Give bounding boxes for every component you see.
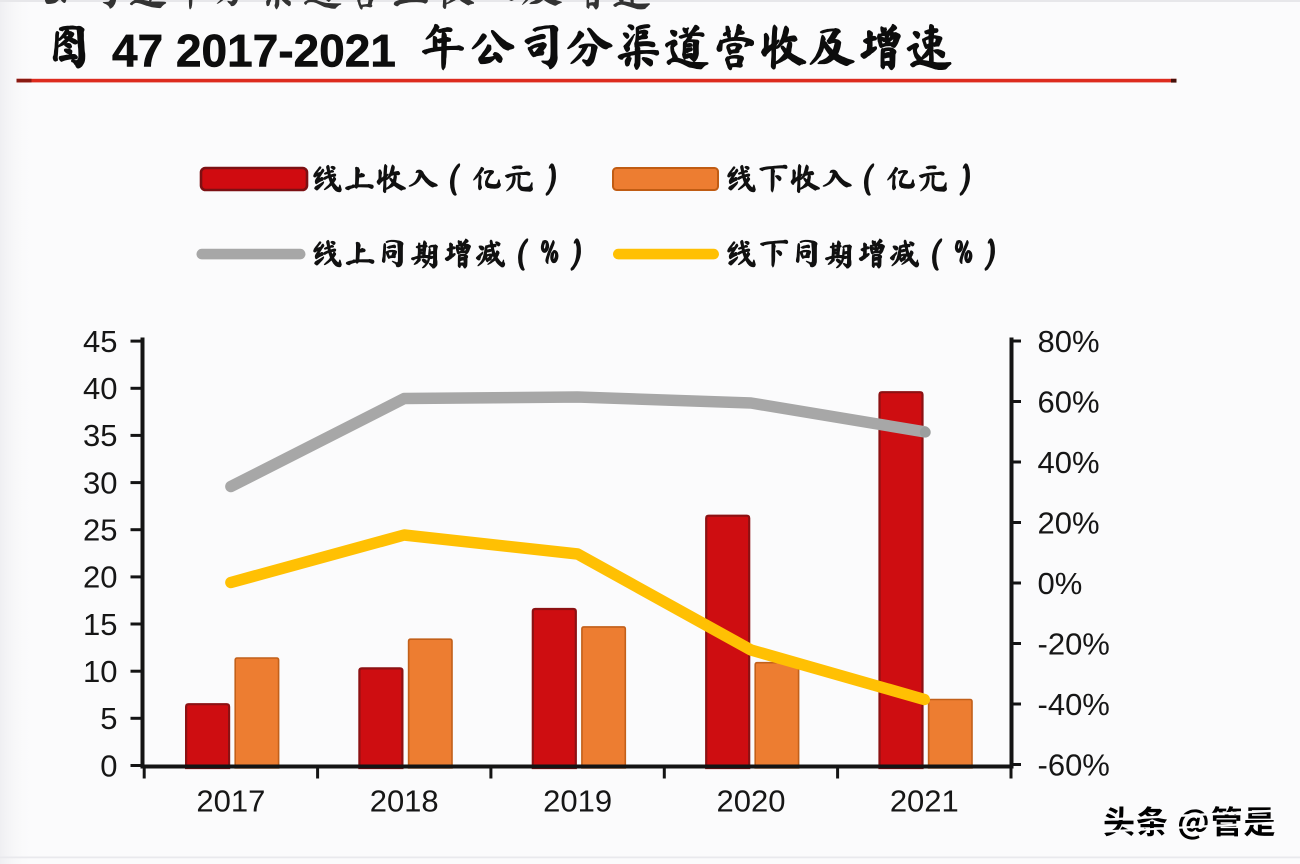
svg-text:60%: 60% xyxy=(1038,384,1100,419)
svg-text:45: 45 xyxy=(83,324,117,359)
svg-text:-40%: -40% xyxy=(1038,687,1110,722)
svg-text:2018: 2018 xyxy=(370,784,439,819)
svg-text:2021: 2021 xyxy=(890,784,959,819)
svg-text:35: 35 xyxy=(83,418,117,453)
svg-text:0%: 0% xyxy=(1038,566,1083,601)
svg-text:-60%: -60% xyxy=(1038,747,1110,782)
svg-text:15: 15 xyxy=(83,607,117,642)
svg-text:2020: 2020 xyxy=(717,784,786,819)
svg-text:25: 25 xyxy=(83,513,117,548)
svg-text:80%: 80% xyxy=(1038,324,1100,359)
svg-text:40: 40 xyxy=(83,371,117,406)
svg-text:10: 10 xyxy=(83,654,117,689)
svg-text:2017: 2017 xyxy=(196,784,265,819)
svg-text:40%: 40% xyxy=(1038,445,1100,480)
svg-text:-20%: -20% xyxy=(1038,626,1110,661)
svg-text:0: 0 xyxy=(100,748,117,783)
svg-text:20%: 20% xyxy=(1038,505,1100,540)
svg-text:20: 20 xyxy=(83,560,117,595)
svg-text:2019: 2019 xyxy=(543,784,612,819)
svg-text:30: 30 xyxy=(83,465,117,500)
svg-text:5: 5 xyxy=(100,701,117,736)
